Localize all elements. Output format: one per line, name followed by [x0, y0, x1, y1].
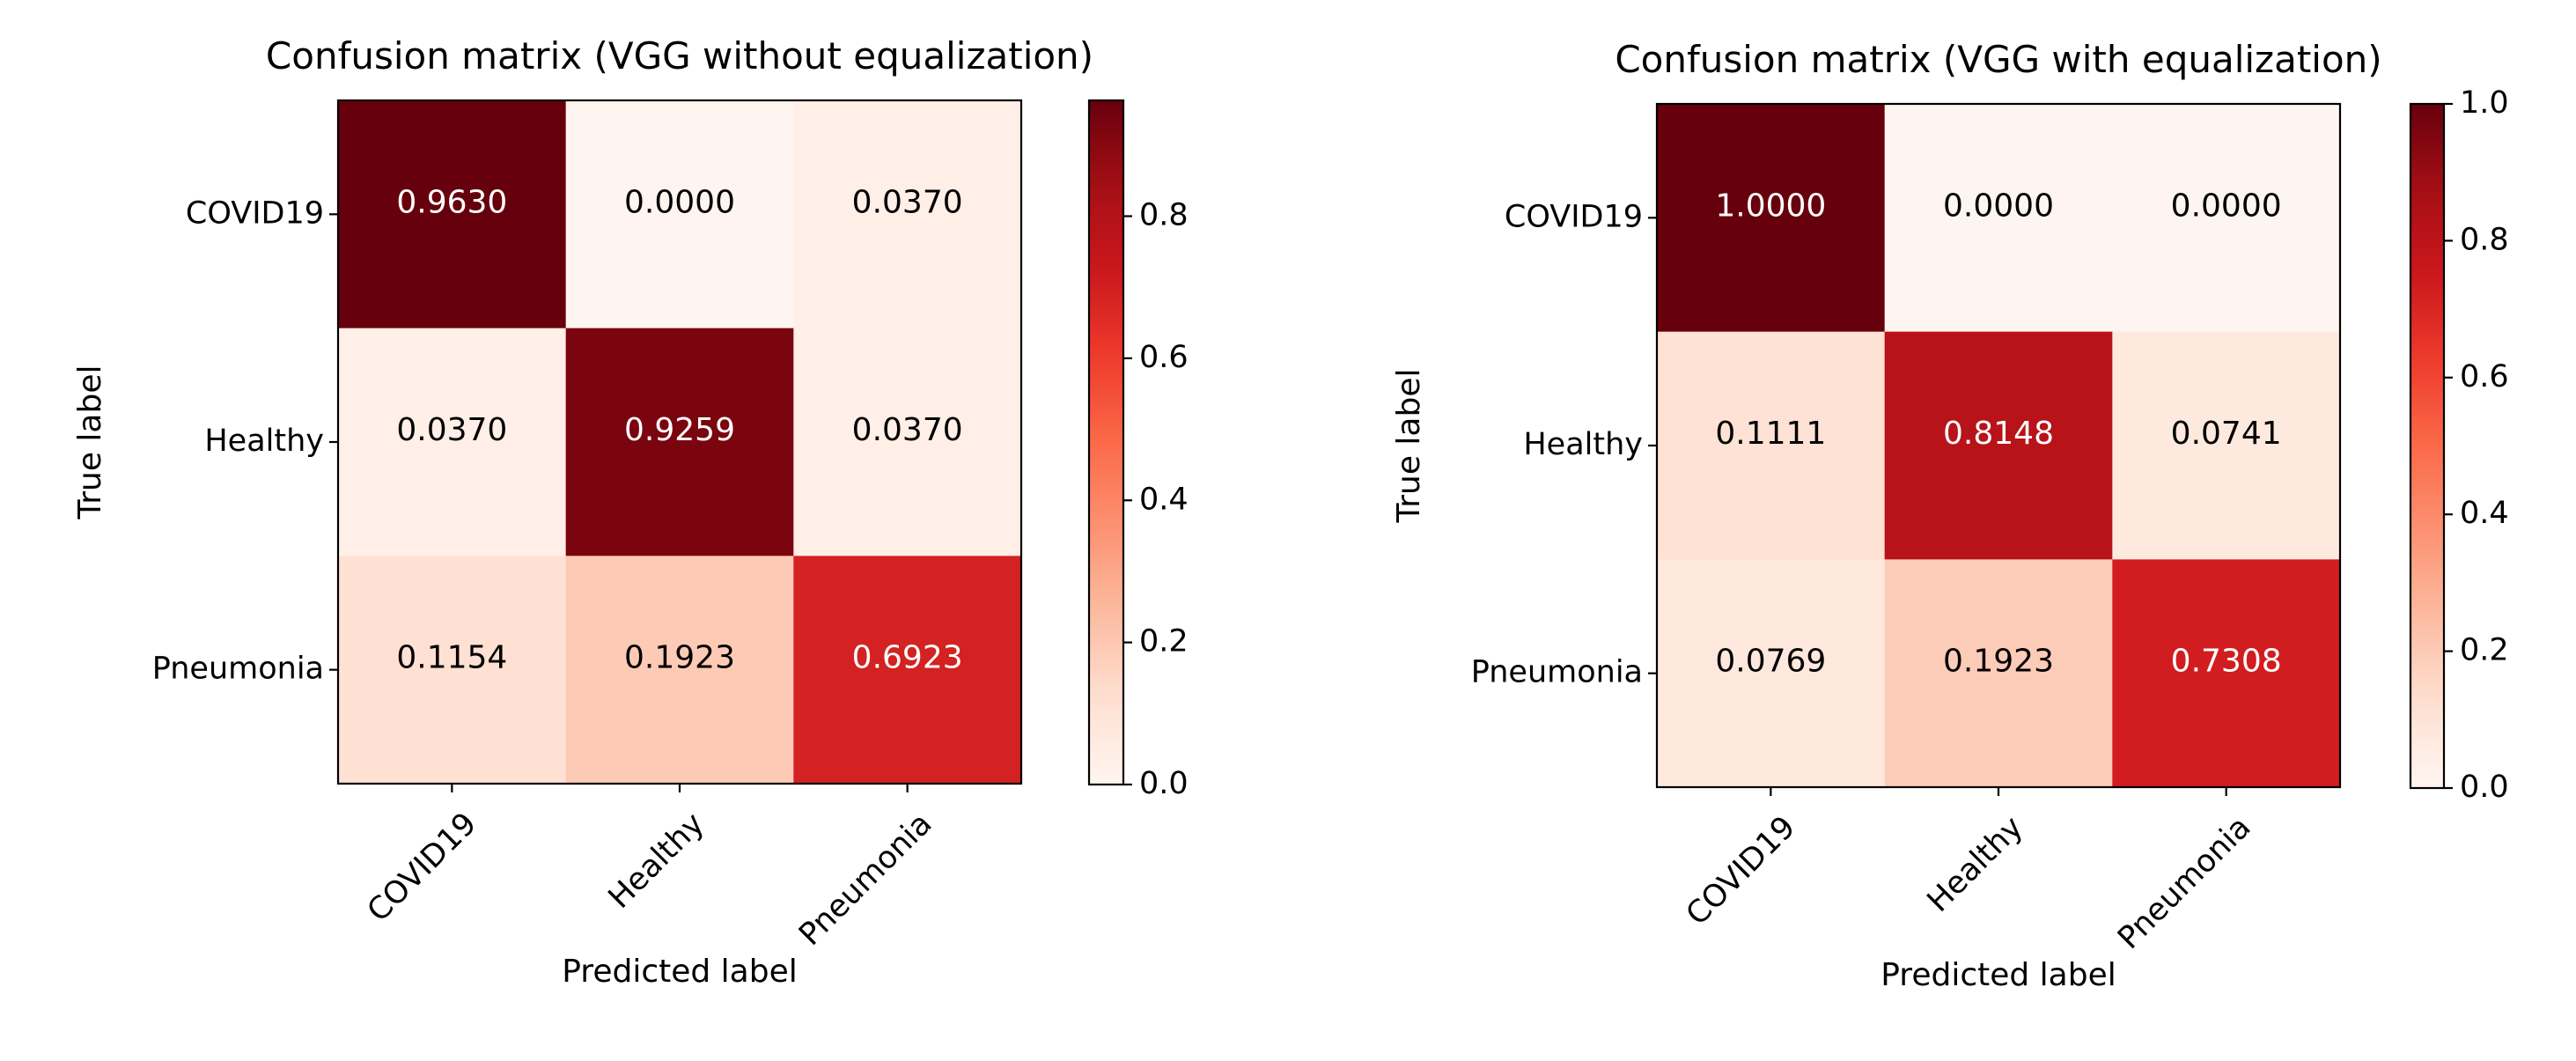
heatmap-cell [2112, 559, 2341, 788]
colorbar-tick-label: 1.0 [2460, 85, 2509, 121]
colorbar-tick-label: 0.8 [2460, 222, 2509, 257]
colorbar-tick-label: 0.4 [2460, 496, 2509, 531]
cell-value-label: 0.1923 [1943, 644, 2054, 680]
heatmap-cell [793, 556, 1022, 785]
colorbar [2410, 104, 2444, 788]
colorbar-tick-label: 0.6 [1139, 340, 1189, 375]
chart-title: Confusion matrix (VGG with equalization) [1615, 38, 2381, 81]
heatmap-cell [793, 328, 1022, 556]
heatmap-cell [338, 100, 567, 329]
heatmap-cell [565, 328, 794, 556]
colorbar-tick-label: 0.0 [2460, 770, 2509, 805]
cell-value-label: 1.0000 [1715, 188, 1826, 224]
colorbar-frame [2409, 102, 2446, 790]
cell-value-label: 0.0000 [1943, 188, 2054, 224]
heatmap-cell [338, 556, 567, 785]
colorbar-frame [1087, 99, 1125, 786]
heatmap-cell [1884, 559, 2113, 788]
cell-value-label: 0.1923 [624, 640, 735, 676]
heatmap-cell [565, 556, 794, 785]
colorbar-tick-label: 0.0 [1139, 766, 1189, 801]
heatmap-cell [1884, 331, 2113, 560]
heatmap-cell [1657, 559, 1886, 788]
cell-value-label: 0.6923 [852, 640, 963, 676]
y-tick-label: COVID19 [1505, 199, 1643, 234]
cell-value-label: 0.0000 [2171, 188, 2282, 224]
heatmap-cell [1657, 331, 1886, 560]
colorbar-tick-label: 0.6 [2460, 359, 2509, 394]
cell-value-label: 0.0370 [852, 184, 963, 220]
colorbar-tick-label: 0.2 [2460, 633, 2509, 668]
cell-value-label: 0.7308 [2171, 644, 2282, 680]
heatmap-cell [338, 328, 567, 556]
y-tick-label: Healthy [204, 424, 324, 459]
heatmap-cell [1884, 104, 2113, 333]
cell-value-label: 0.0370 [396, 412, 507, 448]
colorbar-tick-label: 0.4 [1139, 482, 1189, 517]
y-tick-label: COVID19 [186, 195, 324, 231]
heatmap-cell [793, 100, 1022, 329]
y-axis-label: True label [1391, 369, 1427, 524]
y-axis-label: True label [72, 365, 108, 520]
y-tick-label: Pneumonia [1471, 655, 1643, 690]
y-tick-label: Pneumonia [152, 652, 324, 687]
colorbar-tick-label: 0.8 [1139, 198, 1189, 233]
cell-value-label: 0.9259 [624, 412, 735, 448]
cell-value-label: 0.0769 [1715, 644, 1826, 680]
cell-value-label: 0.1154 [396, 640, 507, 676]
x-axis-label: Predicted label [1880, 957, 2116, 993]
heatmap-cell [565, 100, 794, 329]
cell-value-label: 0.0370 [852, 412, 963, 448]
cell-value-label: 0.8148 [1943, 416, 2054, 452]
cell-value-label: 0.0000 [624, 184, 735, 220]
heatmap-cell [2112, 104, 2341, 333]
heatmap-cell [2112, 331, 2341, 560]
colorbar [1089, 100, 1123, 785]
cell-value-label: 0.9630 [396, 184, 507, 220]
chart-title: Confusion matrix (VGG without equalizati… [266, 34, 1093, 77]
cell-value-label: 0.0741 [2171, 416, 2282, 452]
x-axis-label: Predicted label [562, 954, 798, 990]
colorbar-tick-label: 0.2 [1139, 624, 1189, 659]
y-tick-label: Healthy [1523, 427, 1643, 462]
heatmap-cell [1657, 104, 1886, 333]
cell-value-label: 0.1111 [1715, 416, 1826, 452]
